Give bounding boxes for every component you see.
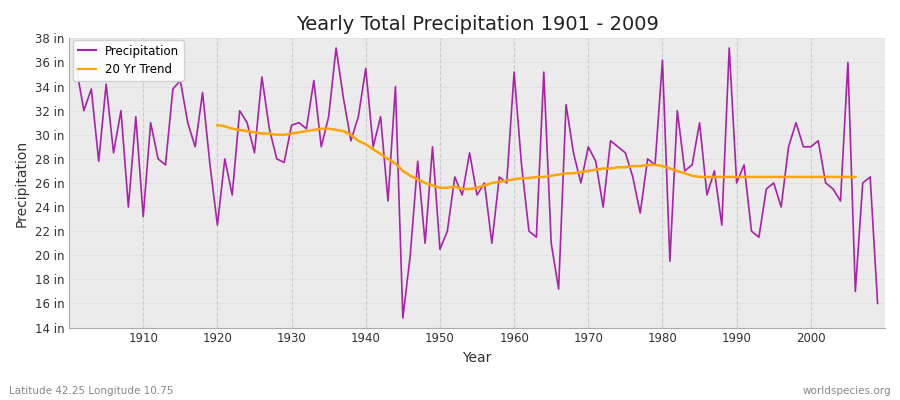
Text: worldspecies.org: worldspecies.org [803,386,891,396]
Title: Yearly Total Precipitation 1901 - 2009: Yearly Total Precipitation 1901 - 2009 [295,15,659,34]
Legend: Precipitation, 20 Yr Trend: Precipitation, 20 Yr Trend [73,40,184,81]
Y-axis label: Precipitation: Precipitation [15,139,29,226]
Text: Latitude 42.25 Longitude 10.75: Latitude 42.25 Longitude 10.75 [9,386,174,396]
X-axis label: Year: Year [463,351,491,365]
